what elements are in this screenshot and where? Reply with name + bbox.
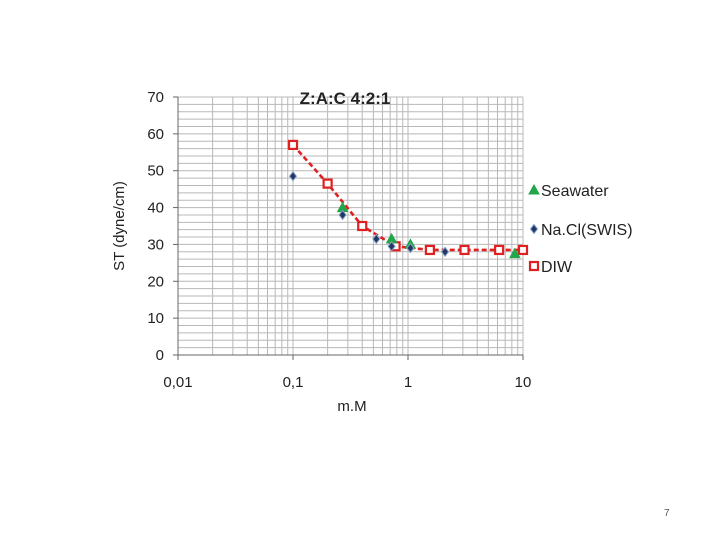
data-point-na-cl-swis <box>288 170 298 182</box>
x-tick-label: 0,1 <box>283 374 304 391</box>
data-point-diw <box>424 244 435 256</box>
chart-title: Z:A:C 4:2:1 <box>300 89 391 108</box>
y-axis-label: ST (dyne/cm) <box>111 181 128 271</box>
data-point-na-cl-swis <box>406 242 415 254</box>
y-tick-labels: 0 10 20 30 40 50 60 70 <box>147 89 178 364</box>
x-tick-label: 1 <box>404 374 412 391</box>
y-tick-label: 50 <box>147 163 164 180</box>
x-tick-label: 0,01 <box>163 374 192 391</box>
y-tick-label: 20 <box>147 273 164 290</box>
legend-marker-seawater <box>528 183 540 195</box>
y-tick-label: 60 <box>147 126 164 143</box>
legend-marker-na-cl-swis <box>529 223 539 235</box>
data-point-na-cl-swis <box>440 246 450 258</box>
x-tick-labels: 0,01 0,1 1 10 <box>163 355 531 391</box>
data-point-diw <box>517 244 529 256</box>
data-point-seawater <box>509 247 521 259</box>
data-point-diw <box>287 139 299 151</box>
page-number: 7 <box>664 508 670 519</box>
x-tick-label: 10 <box>515 374 532 391</box>
axes <box>177 97 523 356</box>
y-tick-label: 40 <box>147 200 164 217</box>
legend-label-seawater: Seawater <box>541 183 609 200</box>
data-point-diw <box>322 178 333 189</box>
data-point-diw <box>357 220 368 232</box>
series-markers <box>287 139 529 259</box>
data-point-diw <box>494 244 505 256</box>
x-axis-label: m.M <box>337 398 366 415</box>
grid <box>178 96 524 356</box>
legend-label-na-cl-swis: Na.Cl(SWIS) <box>541 222 633 239</box>
legend-label-diw: DIW <box>541 259 573 276</box>
data-point-diw <box>459 244 470 256</box>
legend: Seawater Na.Cl(SWIS) DIW <box>528 183 633 276</box>
y-tick-label: 70 <box>147 89 164 106</box>
data-point-na-cl-swis <box>387 240 396 252</box>
y-tick-label: 10 <box>147 310 164 327</box>
y-tick-label: 0 <box>156 347 164 364</box>
data-point-na-cl-swis <box>338 209 347 221</box>
legend-marker-diw <box>528 260 540 272</box>
y-tick-label: 30 <box>147 236 164 253</box>
data-point-na-cl-swis <box>372 233 381 245</box>
